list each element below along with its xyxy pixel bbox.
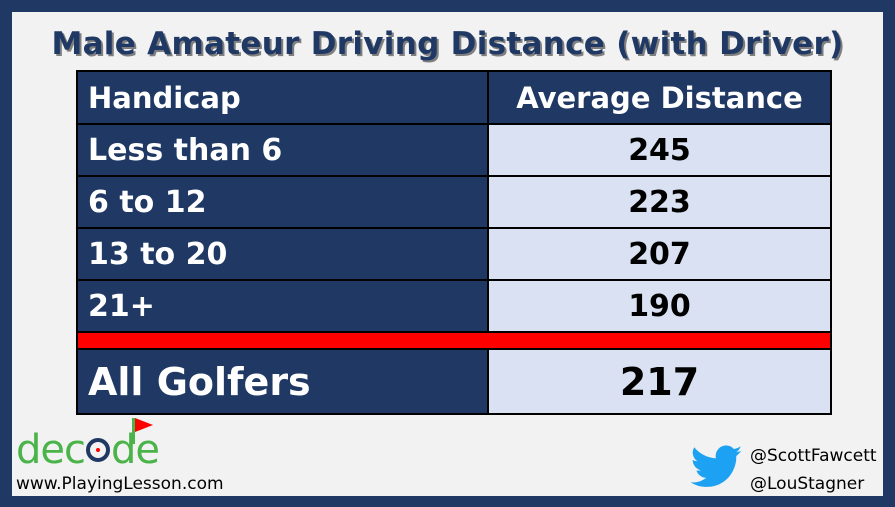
total-distance: 217	[487, 348, 832, 415]
website-link[interactable]: www.PlayingLesson.com	[16, 474, 224, 494]
page-title: Male Amateur Driving Distance (with Driv…	[51, 26, 844, 62]
distance-cell: 190	[487, 279, 832, 333]
table-row: 6 to 12 223	[76, 175, 832, 229]
table-header-row: Handicap Average Distance	[76, 70, 832, 125]
total-label: All Golfers	[76, 348, 489, 415]
distance-table: Handicap Average Distance Less than 6 24…	[76, 70, 832, 415]
twitter-bird-icon	[691, 445, 743, 487]
table-row: 13 to 20 207	[76, 227, 832, 281]
flag-icon	[132, 418, 153, 444]
target-icon	[86, 438, 110, 462]
content-panel: Male Amateur Driving Distance (with Driv…	[12, 12, 883, 496]
handicap-cell: 21+	[76, 279, 489, 333]
decade-logo: dec de	[16, 418, 160, 473]
handicap-cell: 6 to 12	[76, 175, 489, 229]
column-header-handicap: Handicap	[76, 70, 489, 125]
distance-cell: 245	[487, 123, 832, 177]
handle-link[interactable]: @LouStagner	[750, 474, 865, 494]
column-header-average-distance: Average Distance	[487, 70, 832, 125]
total-row: All Golfers 217	[76, 348, 832, 415]
separator-bar	[76, 331, 832, 350]
handle-link[interactable]: @ScottFawcett	[750, 446, 877, 466]
handicap-cell: Less than 6	[76, 123, 489, 177]
table-row: 21+ 190	[76, 279, 832, 333]
social-handles: @ScottFawcett @LouStagner	[750, 442, 877, 498]
distance-cell: 207	[487, 227, 832, 281]
distance-cell: 223	[487, 175, 832, 229]
separator-cell	[76, 331, 832, 350]
logo-wordmark: dec de	[16, 427, 160, 473]
handicap-cell: 13 to 20	[76, 227, 489, 281]
table-row: Less than 6 245	[76, 123, 832, 177]
